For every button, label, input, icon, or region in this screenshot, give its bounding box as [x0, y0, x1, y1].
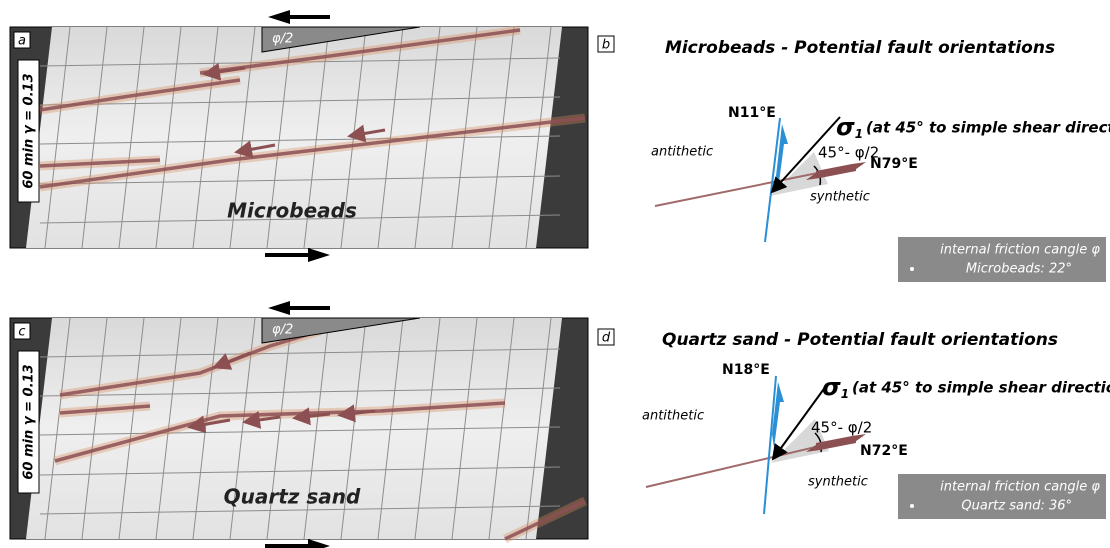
photo-panel: φ/2 c 60 min γ = 0.13 Quartz sand [10, 301, 588, 548]
diagram-panel: b Microbeads - Potential fault orientatio… [598, 36, 1110, 282]
friction-value: Quartz sand: 36° [961, 499, 1072, 514]
sigma: σ [836, 113, 855, 141]
antithetic-label: antithetic [642, 409, 704, 424]
time-label: 60 min γ = 0.13 [22, 73, 37, 188]
page: {"panels": [ {"label": "a", "shear_label… [0, 0, 1110, 548]
material-label: Quartz sand [224, 485, 361, 509]
diagram-title: Quartz sand - Potential fault orientatio… [662, 330, 1058, 350]
synthetic-label: synthetic [808, 475, 868, 490]
panel-label: a [18, 34, 26, 49]
antithetic-orientation: N18°E [722, 362, 770, 378]
figure: φ/2 a 60 min γ = 0.13 Microbeads φ/2 c 60 min … [0, 0, 1110, 548]
friction-title: internal friction cangle φ [940, 480, 1100, 495]
antithetic-orientation: N11°E [728, 105, 776, 121]
diagram-title: Microbeads - Potential fault orientation… [665, 38, 1055, 58]
shear-angle-label: φ/2 [272, 32, 293, 47]
antithetic-label: antithetic [651, 145, 713, 160]
shear-angle-label: φ/2 [272, 323, 293, 338]
angle-label: 45°- φ/2 [811, 419, 872, 437]
material-label: Microbeads [227, 199, 357, 223]
bottom-arrow [265, 248, 330, 262]
bottom-arrow [265, 539, 330, 548]
bullet [910, 267, 914, 271]
sigma-subscript: 1 [841, 387, 849, 401]
friction-value: Microbeads: 22° [966, 262, 1072, 277]
sigma1-label: σ1 [836, 113, 863, 141]
synthetic-orientation: N72°E [860, 443, 908, 459]
bullet [910, 504, 914, 508]
friction-title: internal friction cangle φ [940, 243, 1100, 258]
sigma1-label: σ1 [822, 373, 849, 401]
synthetic-orientation: N79°E [870, 156, 918, 172]
diagram-panel: d Quartz sand - Potential fault orientati… [598, 329, 1110, 519]
top-arrow [268, 301, 330, 315]
photo-panel: φ/2 a 60 min γ = 0.13 Microbeads [10, 10, 588, 262]
time-label: 60 min γ = 0.13 [22, 364, 37, 479]
synthetic-label: synthetic [810, 190, 870, 205]
top-arrow [268, 10, 330, 24]
sigma1-note: (at 45° to simple shear direction) [852, 379, 1110, 397]
panel-label: d [602, 331, 611, 346]
panel-label: c [18, 325, 25, 340]
panel-label: b [602, 38, 610, 53]
sigma1-note: (at 45° to simple shear direction) [866, 119, 1110, 137]
sigma: σ [822, 373, 841, 401]
sigma-subscript: 1 [855, 127, 863, 141]
